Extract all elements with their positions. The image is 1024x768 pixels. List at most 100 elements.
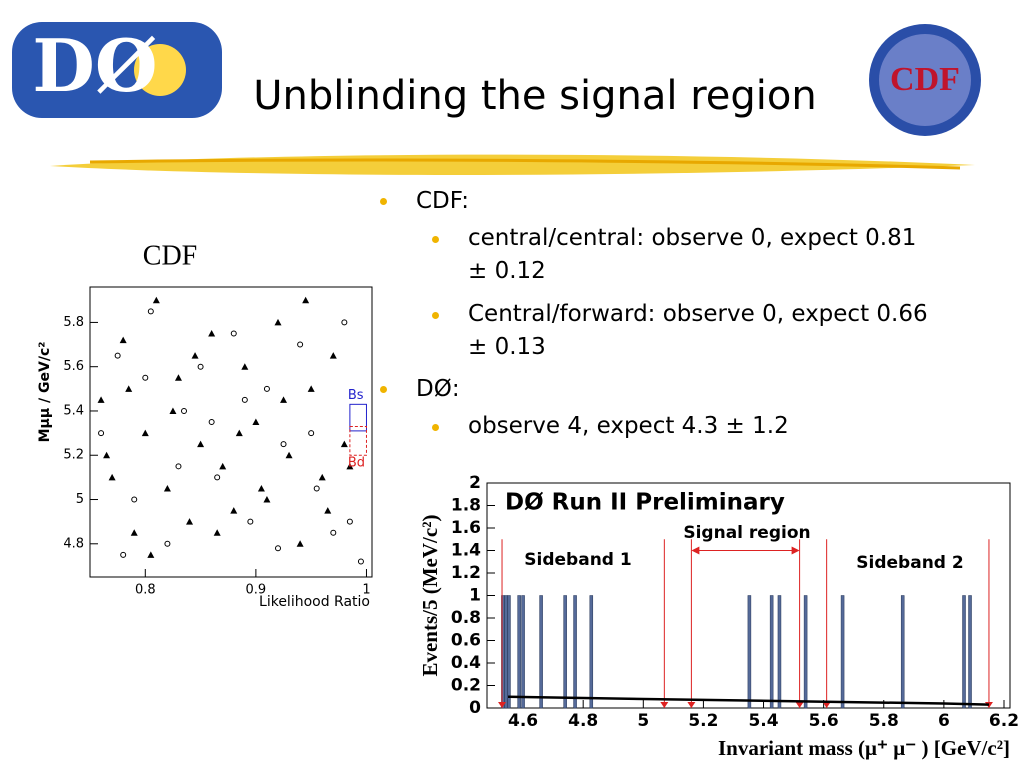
scatter-point (247, 518, 254, 525)
bullet-text: Central/forward: observe 0, expect 0.66 … (468, 301, 928, 360)
y-tick-label: 5.4 (63, 403, 84, 418)
scatter-point (191, 352, 199, 359)
bullet-dot (432, 424, 439, 431)
scatter-point (324, 507, 332, 514)
scatter-point (119, 336, 127, 344)
scatter-point (141, 429, 149, 437)
scatter-point (213, 529, 221, 536)
scatter-point (98, 430, 105, 437)
sub-bullet: Central/forward: observe 0, expect 0.66 … (424, 298, 938, 364)
scatter-point (280, 396, 288, 403)
x-tick-label: 6.2 (989, 711, 1019, 731)
scatter-point (307, 385, 315, 392)
cut-arrow (687, 702, 696, 708)
scatter-point (197, 440, 205, 448)
y-tick-label: 2 (469, 473, 481, 493)
scatter-point (341, 319, 348, 326)
d0-logo-text: DØ (32, 23, 157, 108)
bar (517, 595, 521, 709)
y-tick-label: 1.8 (451, 496, 481, 516)
scatter-point (169, 407, 177, 414)
y-axis-label: Mμμ / GeV/c² (37, 342, 53, 443)
scatter-point (263, 496, 271, 503)
bullet-text: DØ: (416, 376, 460, 402)
y-tick-label: 0.4 (451, 653, 481, 673)
scatter-point (357, 558, 364, 565)
scatter-point (230, 330, 237, 337)
cut-arrow (822, 702, 831, 708)
scatter-point (280, 441, 287, 448)
x-axis-label: Likelihood Ratio (259, 594, 370, 610)
scatter-point (252, 418, 260, 426)
scatter-point (313, 485, 320, 492)
x-tick-label: 4.8 (568, 711, 598, 731)
scatter-point (120, 551, 127, 558)
scatter-point (329, 352, 337, 359)
x-tick-label: 5.6 (809, 711, 839, 731)
y-tick-label: 1.4 (451, 541, 481, 561)
x-tick-label: 5 (637, 711, 649, 731)
bullet-text: CDF: (416, 188, 469, 214)
bar (962, 595, 966, 709)
scatter-point (103, 451, 111, 459)
d0-logo-burst (134, 44, 186, 96)
scatter-point (318, 473, 326, 481)
bar (968, 595, 972, 709)
bar (900, 595, 905, 709)
scatter-point (181, 407, 187, 414)
chart-title: DØ Run II Preliminary (505, 490, 785, 516)
bar (563, 595, 567, 709)
scatter-point (152, 296, 160, 304)
scatter-point (219, 462, 227, 470)
bullet-dot (432, 312, 439, 319)
y-tick-label: 1.2 (451, 563, 481, 583)
bar (521, 595, 525, 709)
cut-arrow (498, 702, 507, 708)
bar (769, 595, 774, 709)
x-axis-label: Invariant mass (μ⁺ μ⁻ ) [GeV/c²] (718, 736, 1010, 760)
y-tick-label: 5.6 (63, 359, 84, 374)
cut-arrow (795, 702, 804, 708)
annotation: Sideband 2 (856, 553, 963, 573)
x-tick-label: 0.8 (135, 583, 156, 598)
scatter-point (308, 430, 315, 437)
bar (777, 595, 782, 709)
bullet-text: observe 4, expect 4.3 ± 1.2 (468, 413, 789, 439)
x-tick-label: 4.6 (508, 711, 538, 731)
scatter-point (241, 396, 248, 403)
y-tick-label: 0.8 (451, 608, 481, 628)
x-tick-label: 1 (362, 583, 370, 598)
scatter-point (346, 518, 353, 525)
y-axis-label: Events/5 (MeV/c²) (418, 514, 442, 676)
scatter-point (97, 396, 105, 403)
signal-region (349, 403, 367, 432)
scatter-point (214, 474, 221, 481)
sub-bullet: central/central: observe 0, expect 0.81 … (424, 222, 938, 288)
bar (589, 595, 594, 709)
scatter-point (285, 451, 293, 459)
scatter-point (163, 484, 171, 492)
sub-bullet: observe 4, expect 4.3 ± 1.2 (424, 410, 938, 443)
scatter-point (257, 484, 265, 492)
scatter-point (131, 496, 138, 503)
bar (507, 595, 511, 709)
scatter-point (197, 363, 204, 370)
scatter-point (330, 529, 337, 536)
scatter-point (147, 551, 155, 558)
scatter-point (296, 540, 304, 547)
scatter-point (274, 318, 282, 326)
cdf-logo-inner (879, 34, 971, 126)
chart-title: CDF (143, 240, 197, 271)
scatter-point (275, 545, 281, 552)
bullet-dot (380, 386, 387, 393)
scatter-point (147, 308, 154, 315)
bullet: CDF: (380, 186, 940, 216)
y-tick-label: 4.8 (63, 536, 84, 551)
scatter-point (263, 385, 270, 392)
scatter-point (175, 463, 182, 470)
y-tick-label: 5.2 (63, 448, 84, 463)
x-tick-label: 0.9 (246, 583, 267, 598)
bullet: DØ: (380, 374, 940, 404)
